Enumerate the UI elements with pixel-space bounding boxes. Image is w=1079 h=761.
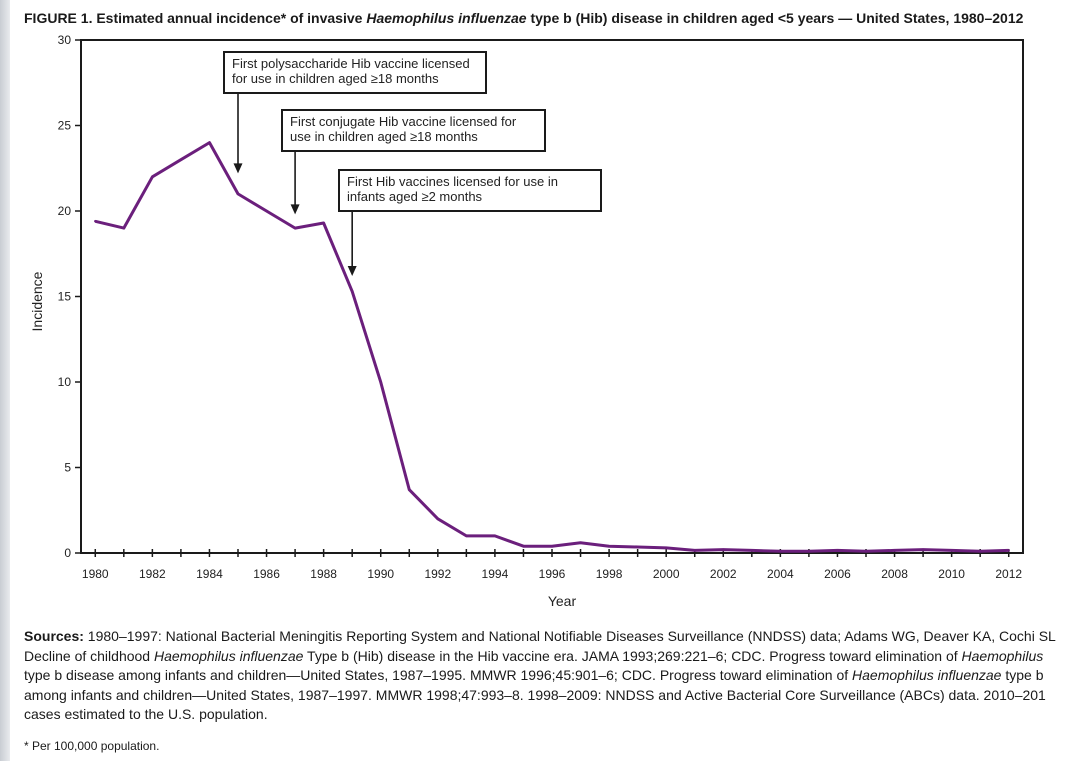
annotation-text: First polysaccharide Hib vaccine license…: [232, 56, 470, 71]
y-axis-label: Incidence: [29, 271, 45, 331]
x-tick-label: 2012: [995, 567, 1022, 581]
x-tick-label: 2008: [881, 567, 908, 581]
data-point: [236, 192, 240, 196]
sources-line-2-italic: Haemophilus influenzae: [153, 647, 304, 664]
sources-line-2b: Type b (Hib) disease in the Hib vaccine …: [303, 647, 962, 664]
sources-line-5: cases estimated to the U.S. population.: [24, 706, 268, 722]
x-tick-label: 2010: [938, 567, 965, 581]
sources-line-3a: type b disease among infants and childre…: [24, 667, 853, 683]
data-point: [893, 549, 896, 552]
annotation-text: First conjugate Hib vaccine licensed for: [290, 114, 517, 129]
data-point: [864, 550, 868, 553]
data-point: [408, 488, 411, 491]
sources-label: Sources:: [24, 628, 84, 644]
x-tick-label: 1988: [310, 567, 337, 581]
annotation-arrow-head: [347, 265, 357, 276]
data-point: [664, 546, 668, 550]
annotation-box: [281, 109, 546, 152]
y-tick-label: 5: [64, 461, 71, 475]
y-tick-label: 15: [58, 290, 72, 304]
data-point: [693, 549, 696, 552]
x-tick-label: 1982: [139, 567, 166, 581]
sources-text: Sources: 1980–1997: National Bacterial M…: [24, 627, 1079, 725]
y-tick-label: 10: [58, 375, 72, 389]
annotation-box: [338, 169, 602, 212]
x-tick-label: 2000: [653, 567, 680, 581]
annotation-text: use in children aged ≥18 months: [290, 129, 478, 144]
x-tick-label: 1994: [482, 567, 509, 581]
sources-line-4: among infants and children—United States…: [24, 686, 1046, 703]
data-point: [208, 141, 211, 144]
data-point: [779, 550, 782, 553]
data-point: [1007, 549, 1010, 552]
data-point: [94, 220, 97, 223]
annotation-text: infants aged ≥2 months: [347, 189, 483, 204]
x-tick-label: 2006: [824, 567, 851, 581]
figure-title: FIGURE 1. Estimated annual incidence* of…: [24, 10, 1074, 26]
sources-line-1: 1980–1997: National Bacterial Meningitis…: [83, 628, 1056, 644]
x-tick-label: 2002: [710, 567, 737, 581]
data-point: [293, 226, 297, 230]
data-point: [550, 544, 554, 548]
data-point: [322, 221, 325, 225]
annotation-box: [223, 51, 487, 94]
plot-frame: [80, 39, 1024, 554]
data-point: [436, 517, 440, 520]
data-point: [151, 175, 154, 178]
annotation-2: First conjugate Hib vaccine licensed for…: [281, 109, 546, 215]
data-point: [607, 544, 611, 548]
data-point: [978, 550, 982, 553]
annotation-arrow-head: [290, 204, 300, 215]
x-tick-label: 1996: [539, 567, 566, 581]
y-tick-label: 0: [64, 546, 71, 560]
data-point: [807, 550, 811, 553]
figure-title-prefix: FIGURE 1. Estimated annual incidence* of…: [24, 10, 367, 26]
x-tick-label: 2004: [767, 567, 794, 581]
annotation-arrow-head: [233, 163, 243, 174]
figure-title-suffix: type b (Hib) disease in children aged <5…: [526, 10, 1024, 26]
annotation-1: First polysaccharide Hib vaccine license…: [223, 51, 487, 174]
x-tick-label: 1998: [596, 567, 623, 581]
x-tick-label: 1980: [82, 567, 109, 581]
x-tick-label: 1990: [367, 567, 394, 581]
x-tick-label: 1992: [424, 567, 451, 581]
y-tick-label: 30: [58, 33, 72, 47]
data-point: [265, 209, 268, 213]
x-tick-label: 1986: [253, 567, 280, 581]
data-point: [379, 380, 382, 384]
sources-line-2a: Decline of childhood: [24, 647, 154, 664]
footnote: * Per 100,000 population.: [24, 739, 160, 753]
data-point: [950, 549, 953, 552]
data-point: [122, 226, 126, 230]
annotation-3: First Hib vaccines licensed for use inin…: [338, 169, 602, 276]
x-axis-label: Year: [548, 593, 577, 609]
data-point: [579, 541, 582, 544]
sources-line-2-italic-2: Haemophilus: [961, 647, 1044, 664]
data-point: [179, 158, 183, 161]
sources-line-3-italic: Haemophilus influenzae: [852, 667, 1002, 683]
data-point: [750, 549, 754, 552]
figure-title-italic: Haemophilus influenzae: [366, 10, 527, 26]
annotation-text: First Hib vaccines licensed for use in: [347, 174, 558, 189]
data-point: [636, 545, 639, 549]
data-point: [836, 549, 839, 552]
data-point: [522, 544, 525, 548]
incidence-line-chart: 0 5 10 15 20 25 30 1980 1982 1984 1986 1988 1990 1992…: [29, 33, 1024, 609]
data-point: [921, 548, 925, 551]
data-point: [350, 290, 354, 293]
x-tick-label: 1984: [196, 567, 223, 581]
data-point: [493, 534, 497, 538]
left-scroll-edge: [0, 0, 10, 761]
y-tick-label: 20: [58, 204, 72, 218]
annotation-text: for use in children aged ≥18 months: [232, 71, 439, 86]
data-point: [465, 534, 468, 538]
data-point: [722, 548, 725, 551]
sources-line-3b: type b: [1001, 667, 1044, 683]
y-tick-label: 25: [58, 119, 72, 133]
